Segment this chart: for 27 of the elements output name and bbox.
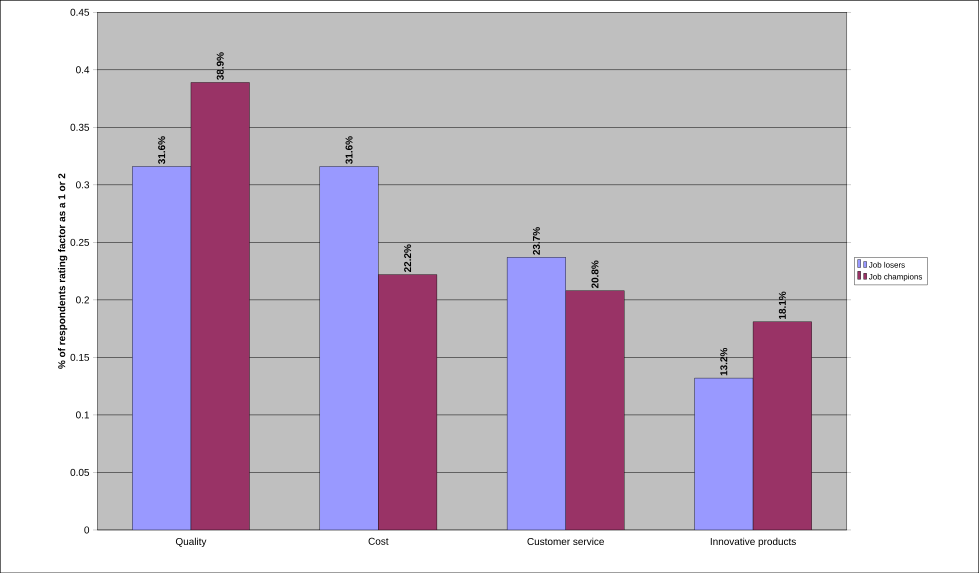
x-tick-label: Quality [176, 538, 206, 547]
data-label: 13.2% [720, 348, 728, 376]
data-label: 38.9% [216, 52, 224, 80]
y-tick-label: 0 [84, 526, 90, 534]
y-tick-label: 0.05 [70, 468, 90, 476]
bar [566, 290, 624, 530]
bar [752, 321, 812, 530]
bar [190, 82, 250, 530]
y-tick-label: 0.45 [70, 8, 90, 16]
data-label: 23.7% [532, 227, 540, 255]
y-axis-title: % of respondents rating factor as a 1 or 2 [58, 174, 68, 369]
x-tick-label: Innovative products [710, 538, 796, 547]
data-label: 22.2% [404, 244, 412, 272]
x-tick-label: Customer service [527, 538, 604, 545]
y-tick-label: 0.4 [76, 66, 90, 74]
bar [378, 274, 438, 530]
data-label: 20.8% [591, 260, 599, 288]
data-label: 18.1% [778, 291, 786, 319]
data-label: 31.6% [158, 136, 166, 164]
y-tick-label: 0.1 [76, 411, 90, 418]
y-tick-label: 0.3 [76, 181, 90, 188]
x-tick-label: Cost [368, 538, 388, 545]
y-tick-label: 0.15 [70, 354, 90, 361]
y-tick-label: 0.2 [76, 296, 89, 304]
y-tick-label: 0.35 [70, 124, 90, 131]
y-tick-label: 0.25 [70, 238, 90, 246]
data-label: 31.6% [346, 136, 353, 164]
